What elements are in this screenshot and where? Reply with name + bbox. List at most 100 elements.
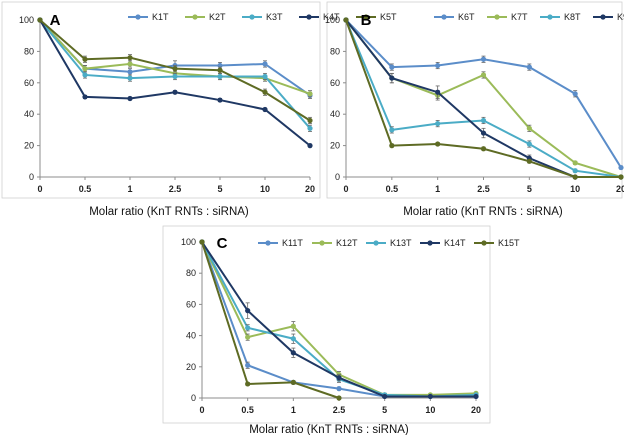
x-tick-label: 1 bbox=[127, 184, 132, 194]
data-point bbox=[262, 89, 268, 95]
data-point bbox=[389, 127, 395, 133]
x-tick-label: 0 bbox=[343, 184, 348, 194]
data-point bbox=[435, 89, 441, 95]
x-tick-label: 5 bbox=[217, 184, 222, 194]
legend-label: K15T bbox=[498, 238, 520, 248]
legend-swatch-marker bbox=[135, 14, 141, 20]
x-axis-label: Molar ratio (KnT RNTs : siRNA) bbox=[249, 424, 409, 435]
data-point bbox=[572, 168, 578, 174]
legend-entry-k14t: K14T bbox=[420, 238, 466, 248]
data-point bbox=[480, 146, 487, 152]
data-point bbox=[307, 117, 313, 124]
legend-label: K3T bbox=[266, 12, 283, 22]
data-point bbox=[127, 95, 133, 102]
data-point bbox=[82, 56, 88, 62]
series-k7t bbox=[343, 17, 624, 180]
legend-label: K9T bbox=[617, 12, 624, 22]
data-point bbox=[172, 66, 178, 72]
data-point bbox=[290, 350, 296, 356]
y-tick-label: 100 bbox=[325, 15, 340, 25]
data-point bbox=[526, 64, 532, 70]
x-tick-label: 0 bbox=[37, 184, 42, 194]
data-point bbox=[526, 141, 532, 147]
data-point bbox=[262, 106, 268, 113]
x-tick-label: 1 bbox=[435, 184, 440, 194]
x-tick-label: 2.5 bbox=[169, 184, 182, 194]
y-tick-label: 20 bbox=[330, 141, 340, 151]
data-point bbox=[435, 121, 441, 127]
legend-label: K12T bbox=[336, 238, 358, 248]
panel-letter: A bbox=[50, 12, 61, 29]
legend-swatch-marker bbox=[547, 14, 553, 20]
series-line-k10t bbox=[345, 19, 621, 178]
legend-entry-k9t: K9T bbox=[593, 12, 624, 22]
data-point bbox=[82, 66, 88, 72]
series-k15t bbox=[199, 239, 342, 401]
data-point bbox=[127, 75, 133, 81]
x-tick-label: 20 bbox=[305, 184, 315, 194]
x-tick-label: 10 bbox=[425, 405, 435, 415]
panel-letter: C bbox=[217, 235, 228, 252]
legend-label: K14T bbox=[444, 238, 466, 248]
x-tick-label: 20 bbox=[471, 405, 481, 415]
legend-entry-k1t: K1T bbox=[128, 12, 169, 22]
data-point bbox=[389, 64, 395, 70]
legend-swatch-marker bbox=[600, 14, 606, 20]
series-line-k1t bbox=[39, 19, 311, 97]
data-point bbox=[427, 393, 433, 400]
data-point bbox=[480, 72, 487, 78]
legend-swatch-marker bbox=[373, 240, 379, 246]
y-tick-label: 0 bbox=[29, 172, 34, 182]
data-point bbox=[526, 125, 532, 131]
legend-label: K8T bbox=[564, 12, 581, 22]
data-point bbox=[389, 75, 395, 81]
data-point bbox=[435, 62, 441, 69]
legend-entry-k8t: K8T bbox=[540, 12, 581, 22]
x-tick-label: 0.5 bbox=[79, 184, 92, 194]
y-tick-label: 40 bbox=[24, 109, 34, 119]
panel-frame bbox=[326, 1, 623, 199]
data-point bbox=[382, 393, 388, 400]
y-tick-label: 80 bbox=[330, 46, 340, 56]
data-point bbox=[245, 381, 251, 387]
x-tick-label: 2.5 bbox=[333, 405, 346, 415]
x-tick-label: 5 bbox=[382, 405, 387, 415]
data-point bbox=[336, 395, 342, 401]
data-point bbox=[262, 61, 268, 67]
data-point bbox=[262, 73, 268, 80]
legend-entry-k4t: K4T bbox=[299, 12, 340, 22]
legend-entry-k11t: K11T bbox=[258, 238, 303, 248]
series-line-k8t bbox=[345, 19, 622, 178]
legend-label: K1T bbox=[152, 12, 169, 22]
legend-swatch-marker bbox=[265, 240, 271, 246]
data-point bbox=[217, 97, 223, 103]
legend-swatch-marker bbox=[306, 14, 312, 20]
data-point bbox=[290, 323, 296, 329]
y-tick-label: 60 bbox=[330, 78, 340, 88]
y-tick-label: 20 bbox=[186, 362, 196, 372]
data-point bbox=[199, 239, 205, 245]
x-tick-label: 20 bbox=[616, 184, 624, 194]
legend-entry-k2t: K2T bbox=[185, 12, 226, 22]
y-tick-label: 20 bbox=[24, 141, 34, 151]
y-tick-label: 40 bbox=[186, 331, 196, 341]
data-point bbox=[572, 160, 578, 166]
data-point bbox=[480, 117, 487, 124]
panel-frame bbox=[162, 225, 491, 424]
data-point bbox=[618, 164, 624, 171]
data-point bbox=[217, 73, 223, 80]
data-point bbox=[127, 69, 133, 75]
data-point bbox=[307, 143, 313, 149]
y-tick-label: 40 bbox=[330, 109, 340, 119]
x-tick-label: 0.5 bbox=[241, 405, 254, 415]
chart-panel-a: 0 20 40 60 80 100 0 0.5 1 2.5 5 10 20 K1T K2T K3T K4T K5T… bbox=[1, 1, 397, 218]
chart-panel-b: 02040608010000.512.551020K6TK7TK8TK9TK10… bbox=[325, 1, 624, 218]
series-line-k9t bbox=[345, 19, 576, 178]
data-point bbox=[572, 91, 578, 97]
y-tick-label: 60 bbox=[186, 299, 196, 309]
data-point bbox=[172, 73, 178, 80]
series-k10t bbox=[343, 17, 624, 180]
series-line-k7t bbox=[345, 19, 622, 178]
x-tick-label: 10 bbox=[260, 184, 270, 194]
legend-entry-k15t: K15T bbox=[474, 238, 520, 248]
